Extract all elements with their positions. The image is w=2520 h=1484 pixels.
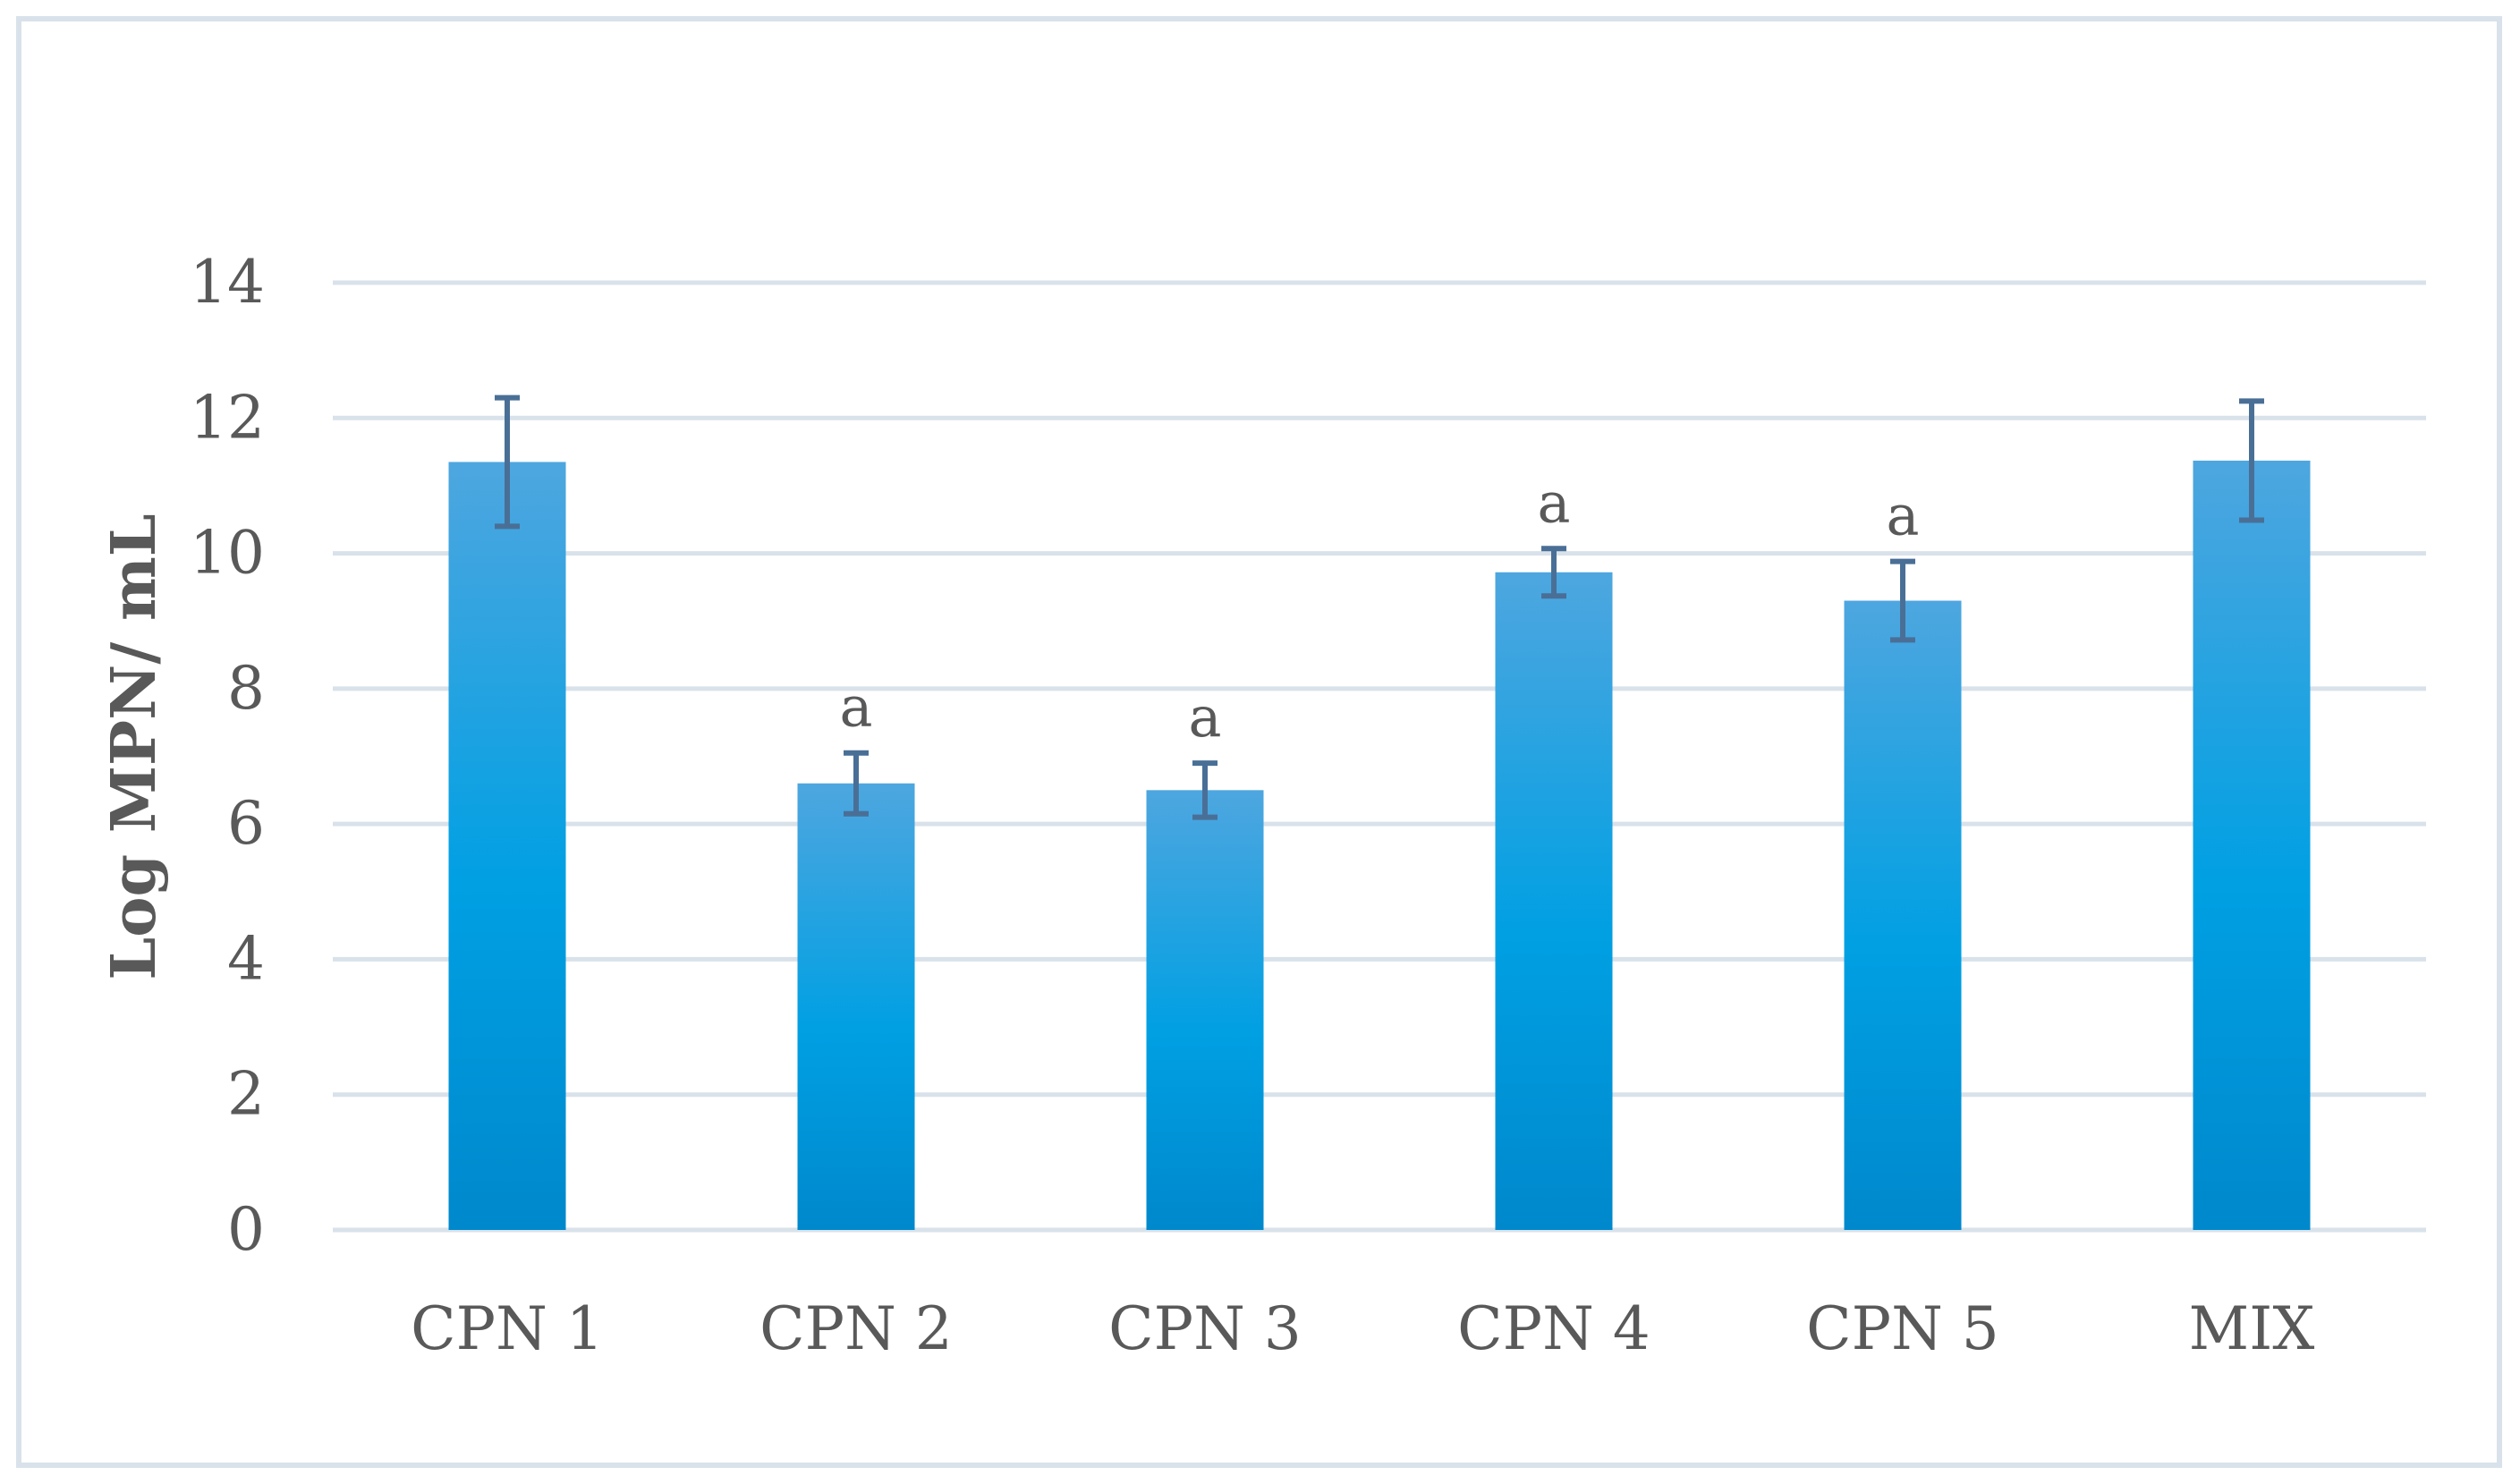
significance-label: a <box>1887 483 1920 548</box>
gridlines <box>333 280 2426 1233</box>
y-tick-label: 4 <box>227 924 265 993</box>
error-bar <box>1890 558 1915 643</box>
bars <box>448 460 2311 1230</box>
error-bar <box>1192 760 1218 820</box>
error-bar <box>1541 546 1566 599</box>
y-axis-ticks: 0 2 4 6 8 10 12 14 <box>190 248 265 1264</box>
y-tick-label: 14 <box>190 248 265 317</box>
x-category-label: CPN 5 <box>1806 1294 1999 1363</box>
y-axis-title: Log MPN/ mL <box>98 513 170 979</box>
x-axis-categories: CPN 1 CPN 2 CPN 3 CPN 4 CPN 5 MIX <box>411 1294 2314 1363</box>
significance-label: a <box>840 674 873 740</box>
error-bars <box>495 394 2264 820</box>
y-tick-label: 0 <box>227 1195 265 1264</box>
x-category-label: CPN 4 <box>1457 1294 1650 1363</box>
x-category-label: CPN 1 <box>411 1294 604 1363</box>
y-tick-label: 8 <box>227 654 265 723</box>
y-tick-label: 6 <box>227 789 265 858</box>
bar <box>1146 790 1264 1230</box>
bar <box>797 783 915 1230</box>
x-category-label: MIX <box>2189 1294 2315 1363</box>
error-bar <box>2239 398 2264 523</box>
bar <box>1495 572 1613 1230</box>
y-tick-label: 12 <box>190 383 265 452</box>
significance-label: a <box>1189 684 1222 750</box>
bar <box>1844 600 1962 1230</box>
x-category-label: CPN 2 <box>759 1294 953 1363</box>
error-bar <box>844 750 869 817</box>
bar <box>2193 460 2311 1230</box>
error-bar <box>495 394 520 530</box>
significance-label: a <box>1538 470 1571 535</box>
y-tick-label: 2 <box>227 1060 265 1129</box>
significance-labels: a a a a <box>840 470 1920 750</box>
bar <box>448 462 566 1230</box>
x-category-label: CPN 3 <box>1108 1294 1302 1363</box>
y-tick-label: 10 <box>190 519 265 588</box>
